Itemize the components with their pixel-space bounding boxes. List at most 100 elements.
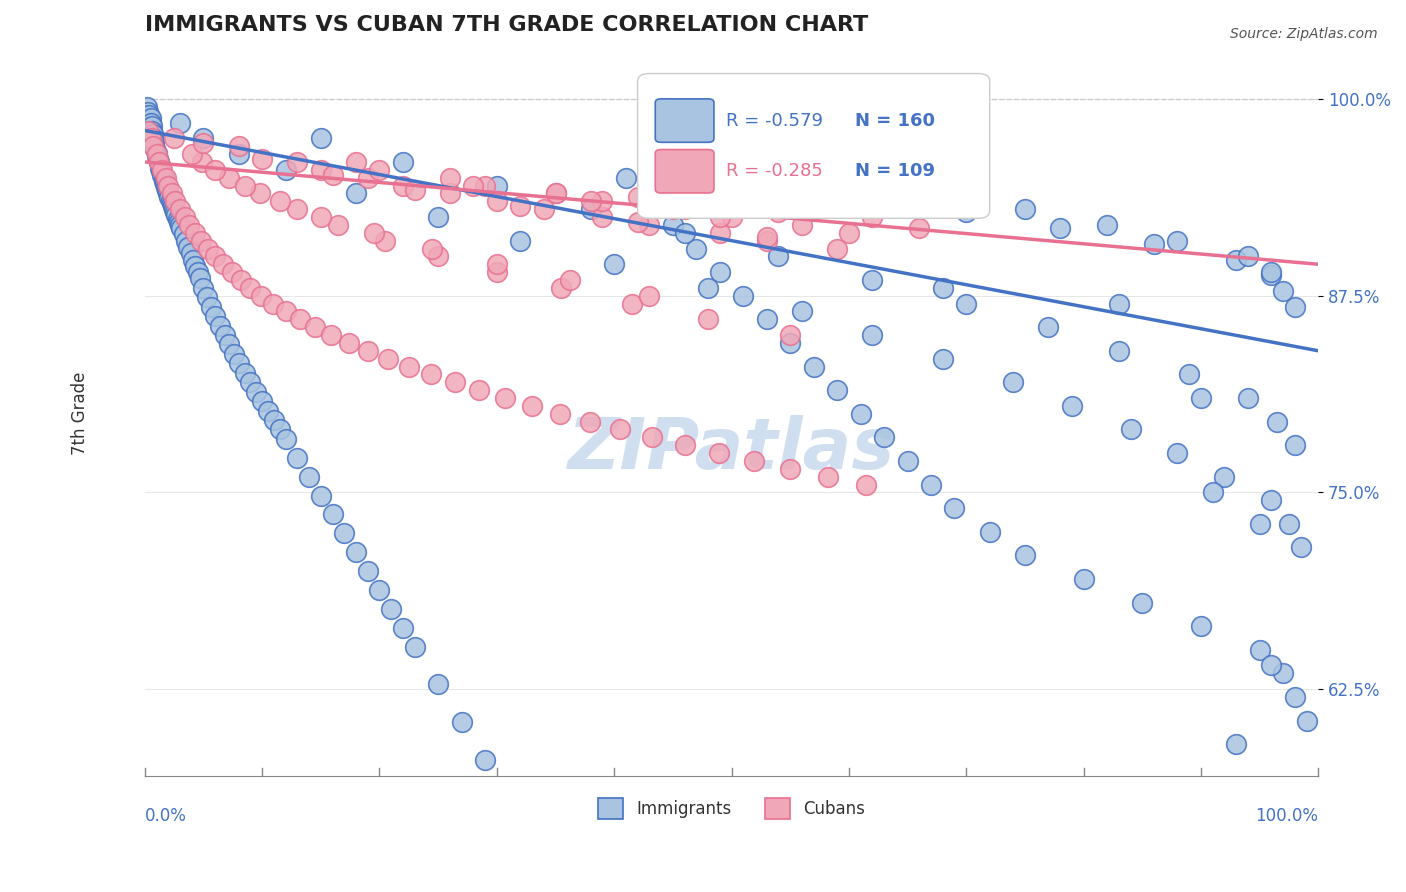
FancyBboxPatch shape [655,99,714,143]
Point [274,432,297,446]
Point [825,383,848,397]
Point [485,178,508,193]
Point [148,155,170,169]
Point [614,170,637,185]
Point [262,296,284,310]
Point [544,866,567,880]
Point [344,545,367,559]
Point [298,469,321,483]
Point [779,335,801,350]
Point [1189,619,1212,633]
Point [603,257,626,271]
Point [218,337,240,351]
Point [169,115,191,129]
Point [697,312,720,326]
Point [779,462,801,476]
Point [768,249,790,263]
Point [285,155,308,169]
Point [142,139,165,153]
Point [173,210,195,224]
Point [662,218,685,232]
Point [145,149,167,163]
Text: R = -0.285: R = -0.285 [725,162,823,180]
Point [817,469,839,483]
Point [197,242,219,256]
Point [849,407,872,421]
Point [309,162,332,177]
Point [609,422,631,436]
Point [150,164,173,178]
Point [520,399,543,413]
Point [155,180,177,194]
Point [838,189,860,203]
Point [955,205,977,219]
FancyBboxPatch shape [655,150,714,193]
Point [1284,438,1306,452]
Point [344,155,367,169]
Point [309,210,332,224]
Point [579,194,602,209]
Point [498,790,520,805]
Point [239,281,262,295]
Point [548,407,571,421]
Point [145,145,167,160]
Text: R = -0.579: R = -0.579 [725,112,823,129]
Point [1095,218,1118,232]
Point [392,621,415,635]
Point [404,183,426,197]
Point [1201,485,1223,500]
Point [169,218,191,232]
Point [328,218,350,232]
Point [398,359,420,374]
Point [165,205,187,219]
Point [166,211,188,226]
Point [309,131,332,145]
Point [160,186,183,201]
Point [159,193,181,207]
Point [274,162,297,177]
Y-axis label: 7th Grade: 7th Grade [72,372,89,456]
Point [160,195,183,210]
Point [136,100,159,114]
Point [233,366,256,380]
Point [1178,368,1201,382]
Point [208,318,231,333]
Point [558,273,581,287]
Point [790,218,813,232]
Point [1225,737,1247,751]
Point [191,155,214,169]
Point [439,186,461,201]
Point [1237,249,1260,263]
FancyBboxPatch shape [638,73,990,219]
Text: IMMIGRANTS VS CUBAN 7TH GRADE CORRELATION CHART: IMMIGRANTS VS CUBAN 7TH GRADE CORRELATIO… [145,15,868,35]
Point [392,155,415,169]
Point [163,202,186,217]
Point [152,162,174,177]
Point [228,147,250,161]
Point [333,526,356,541]
Point [141,119,163,133]
Point [221,265,243,279]
Point [1049,221,1071,235]
Point [368,582,391,597]
Point [427,677,450,691]
Point [139,115,162,129]
Point [1002,376,1025,390]
Point [363,226,385,240]
Point [156,183,179,197]
Point [1119,422,1142,436]
Legend: Immigrants, Cubans: Immigrants, Cubans [592,791,872,825]
Point [143,142,166,156]
Point [304,320,326,334]
Point [1108,296,1130,310]
Point [591,210,613,224]
Point [170,221,193,235]
Point [627,189,650,203]
Point [214,328,236,343]
Point [188,271,211,285]
Point [474,753,496,767]
Point [285,202,308,217]
Text: N = 160: N = 160 [855,112,935,129]
Point [174,234,197,248]
Point [187,265,209,279]
